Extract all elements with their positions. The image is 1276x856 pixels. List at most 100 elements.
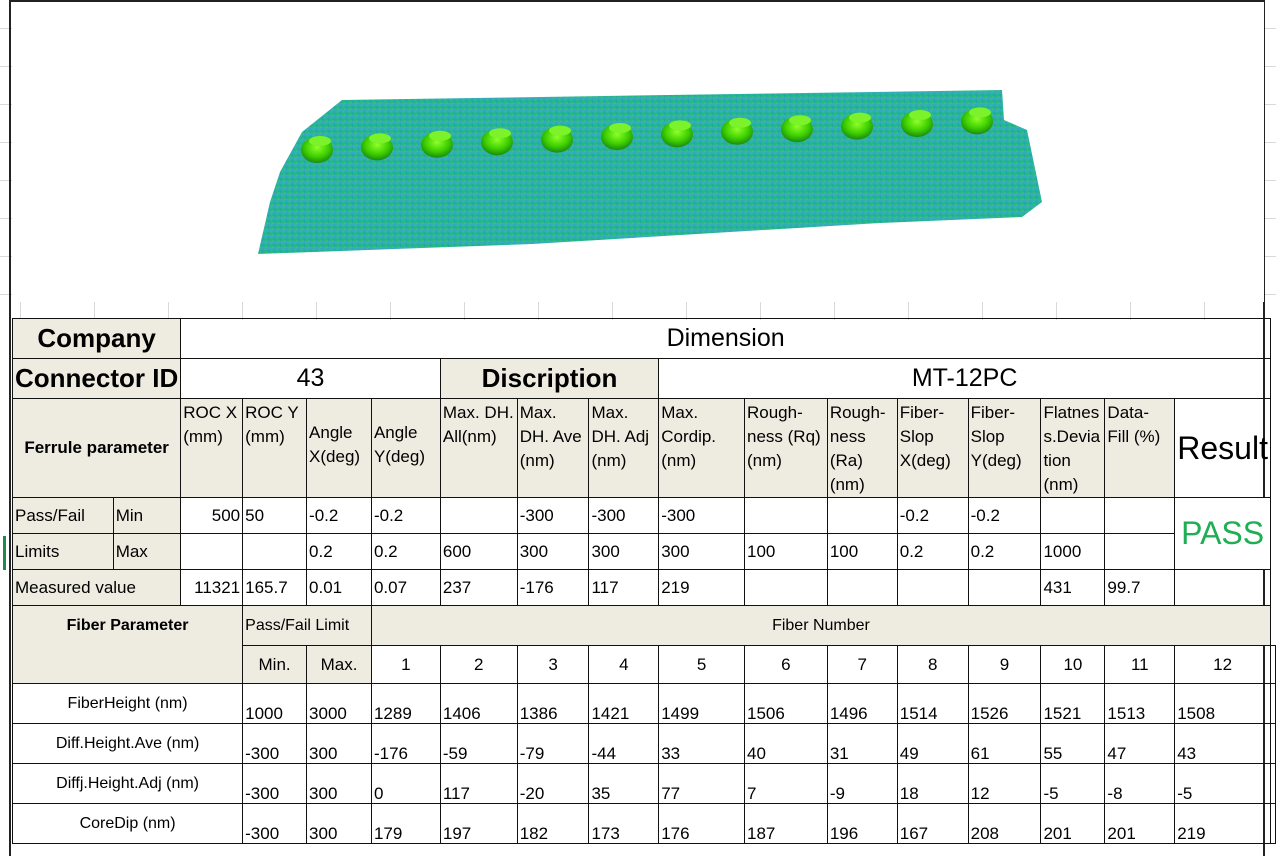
fiber-row-label: Diff.Height.Ave (nm) <box>11 723 244 764</box>
result-header: Result <box>1174 398 1271 498</box>
fiber-number-1: 1 <box>370 645 441 684</box>
fiber-value-3: 1386 <box>516 683 590 724</box>
ferrule-surface-render <box>258 90 1042 254</box>
fiber-number-6: 6 <box>744 645 828 684</box>
fiber-value-2: 1406 <box>439 683 518 724</box>
max-value-col-13: 1000 <box>1040 533 1106 570</box>
fiber-value-5: 77 <box>658 763 745 804</box>
fiber-value-2: 197 <box>439 803 518 844</box>
fiber-tip-8 <box>721 117 753 145</box>
fiber-row-blank <box>1270 723 1276 764</box>
min-value-col-3: -0.2 <box>306 497 372 534</box>
fiber-number-4: 4 <box>588 645 660 684</box>
fiber-value-4: 35 <box>588 763 660 804</box>
ferrule-parameter-title: Ferrule parameter <box>11 398 182 498</box>
company-value: Dimension <box>180 318 1271 359</box>
connector-id-value: 43 <box>180 358 441 399</box>
max-value-col-7: 300 <box>588 533 660 570</box>
measured-value-col-11 <box>896 569 969 606</box>
max-value-col-12: 0.2 <box>967 533 1042 570</box>
result-pass: PASS <box>1174 497 1271 570</box>
fiber-tip-12 <box>961 107 993 135</box>
col-header-roc-y: ROC Y (mm) <box>242 398 308 498</box>
measured-value-col-5: 237 <box>439 569 518 606</box>
max-label: Max <box>112 533 182 570</box>
fiber-value-9: 12 <box>967 763 1042 804</box>
fiber-value-2: 117 <box>439 763 518 804</box>
min-value-col-14 <box>1104 497 1176 534</box>
fiber-tip-10 <box>841 112 873 140</box>
fiber-value-7: 31 <box>826 723 898 764</box>
fiber-row: CoreDip (nm) -300 300 179 197 182 173 176 187 196… <box>11 803 1276 844</box>
fiber-value-9: 1526 <box>967 683 1042 724</box>
measured-value-col-6: -176 <box>516 569 590 606</box>
fiber-value-6: 1506 <box>744 683 828 724</box>
fiber-value-8: 1514 <box>896 683 969 724</box>
min-label: Min <box>112 497 182 534</box>
fiber-tip-6 <box>601 123 633 150</box>
max-value-col-14 <box>1104 533 1176 570</box>
measured-value-col-3: 0.01 <box>306 569 372 606</box>
fiber-number-5: 5 <box>658 645 745 684</box>
max-value-col-11: 0.2 <box>896 533 969 570</box>
max-value-col-5: 600 <box>439 533 518 570</box>
min-value-col-5 <box>439 497 518 534</box>
fiber-row-label: FiberHeight (nm) <box>11 683 244 724</box>
fiber-row: Diffj.Height.Adj (nm) -300 300 0 117 -20 35 77 7… <box>11 763 1276 804</box>
measured-value-col-2: 165.7 <box>242 569 308 606</box>
connector-id-label: Connector ID <box>11 358 182 399</box>
fiber-value-5: 176 <box>658 803 745 844</box>
fiber-value-3: 182 <box>516 803 590 844</box>
fiber-tip-11 <box>901 110 933 137</box>
col-header-max-dh-adj: Max. DH. Adj (nm) <box>588 398 660 498</box>
measured-value-col-12 <box>967 569 1042 606</box>
fiber-number-7: 7 <box>826 645 898 684</box>
fiber-value-7: 1496 <box>826 683 898 724</box>
col-header-angle-y: Angle Y(deg) <box>370 398 441 498</box>
inspection-table: Company Dimension Connector ID 43 Discri… <box>11 318 1276 844</box>
description-value: MT-12PC <box>658 358 1271 399</box>
fiber-row-max: 3000 <box>306 683 372 724</box>
max-value-col-2 <box>242 533 308 570</box>
fiber-number-12: 12 <box>1174 645 1271 684</box>
fiber-tip-1 <box>301 136 333 163</box>
fiber-row: Diff.Height.Ave (nm) -300 300 -176 -59 -79 -44… <box>11 723 1276 764</box>
max-value-col-6: 300 <box>516 533 590 570</box>
fiber-value-4: 173 <box>588 803 660 844</box>
fiber-row-min: -300 <box>242 763 308 804</box>
min-value-col-10 <box>826 497 898 534</box>
fiber-value-12: 43 <box>1174 723 1271 764</box>
fiber-tip-4 <box>481 128 513 156</box>
fiber-value-10: 201 <box>1040 803 1106 844</box>
fiber-parameter-title: Fiber Parameter <box>11 605 244 684</box>
max-value-col-1 <box>180 533 244 570</box>
max-value-col-8: 300 <box>658 533 745 570</box>
fiber-row-max: 300 <box>306 763 372 804</box>
fiber-value-12: 219 <box>1174 803 1271 844</box>
min-value-col-2: 50 <box>242 497 308 534</box>
company-label: Company <box>11 318 182 359</box>
measured-value-col-4: 0.07 <box>370 569 441 606</box>
measured-value-col-14: 99.7 <box>1104 569 1176 606</box>
fiber-row-blank <box>1270 763 1276 804</box>
fiber-value-7: -9 <box>826 763 898 804</box>
fiber-row-min: 1000 <box>242 683 308 724</box>
fiber-row-min: -300 <box>242 723 308 764</box>
fiber-value-11: 201 <box>1104 803 1176 844</box>
fiber-tip-9 <box>781 115 813 143</box>
fiber-value-5: 1499 <box>658 683 745 724</box>
col-header-fiber-slop-y: Fiber- Slop Y(deg) <box>967 398 1042 498</box>
col-header-flatness-deviation: Flatnes s.Devia tion (nm) <box>1040 398 1106 498</box>
fiber-row: FiberHeight (nm) 1000 3000 1289 1406 1386 1421… <box>11 683 1276 724</box>
fiber-value-4: 1421 <box>588 683 660 724</box>
fiber-value-12: 1508 <box>1174 683 1271 724</box>
min-value-col-11: -0.2 <box>896 497 969 534</box>
measured-value-col-7: 117 <box>588 569 660 606</box>
fiber-value-10: 55 <box>1040 723 1106 764</box>
fiber-value-8: 167 <box>896 803 969 844</box>
result-empty-cell <box>1174 569 1271 606</box>
fiber-row-max: 300 <box>306 723 372 764</box>
fiber-row-min: -300 <box>242 803 308 844</box>
fiber-value-10: 1521 <box>1040 683 1106 724</box>
fiber-number-11: 11 <box>1104 645 1176 684</box>
